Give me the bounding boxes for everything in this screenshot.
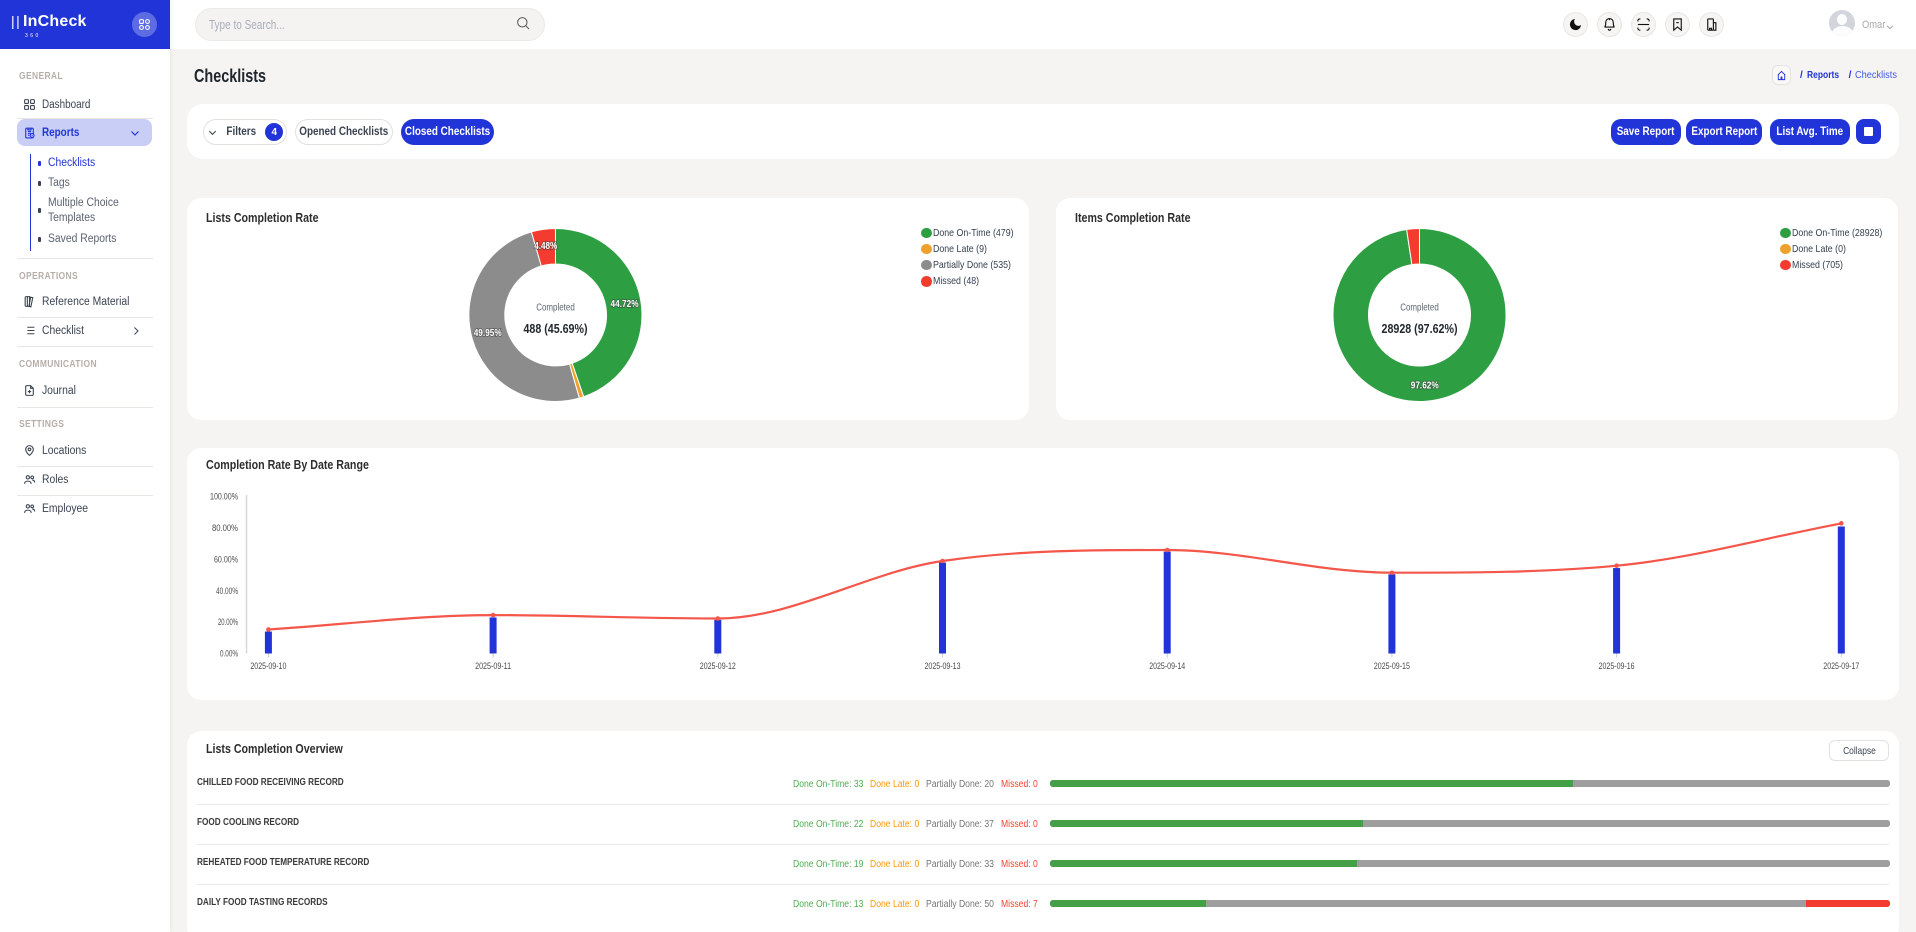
svg-text:4.48%: 4.48% xyxy=(534,241,557,252)
svg-text:100.00%: 100.00% xyxy=(210,492,238,502)
svg-text:2025-09-11: 2025-09-11 xyxy=(475,661,511,671)
svg-text:80.00%: 80.00% xyxy=(212,523,238,533)
svg-text:2025-09-12: 2025-09-12 xyxy=(700,661,736,671)
svg-text:2025-09-14: 2025-09-14 xyxy=(1149,661,1185,671)
svg-text:2025-09-17: 2025-09-17 xyxy=(1823,661,1859,671)
svg-text:44.72%: 44.72% xyxy=(611,299,639,310)
svg-text:Completed: Completed xyxy=(536,303,575,314)
svg-text:0.00%: 0.00% xyxy=(220,649,238,659)
svg-text:40.00%: 40.00% xyxy=(216,586,238,596)
svg-text:49.95%: 49.95% xyxy=(474,328,502,339)
svg-text:Completed: Completed xyxy=(1400,303,1439,314)
svg-text:2025-09-15: 2025-09-15 xyxy=(1374,661,1410,671)
svg-text:97.62%: 97.62% xyxy=(1411,380,1439,391)
svg-text:60.00%: 60.00% xyxy=(214,554,238,564)
svg-text:2025-09-16: 2025-09-16 xyxy=(1599,661,1635,671)
svg-text:28928 (97.62%): 28928 (97.62%) xyxy=(1382,322,1458,336)
svg-text:2025-09-13: 2025-09-13 xyxy=(925,661,961,671)
svg-text:2025-09-10: 2025-09-10 xyxy=(250,661,286,671)
svg-text:488 (45.69%): 488 (45.69%) xyxy=(524,322,588,336)
svg-text:20.00%: 20.00% xyxy=(218,617,238,627)
